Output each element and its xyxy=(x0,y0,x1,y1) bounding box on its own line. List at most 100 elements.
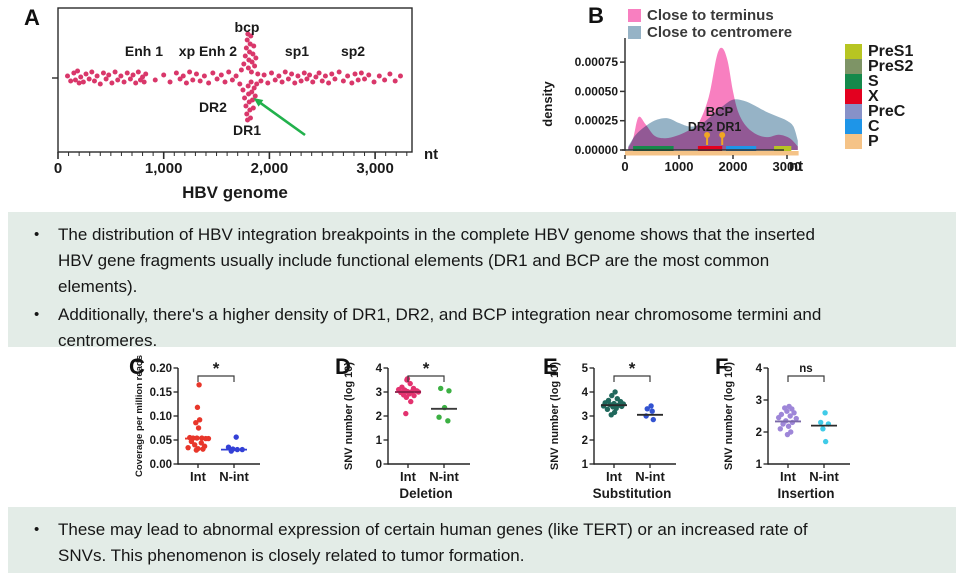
data-point xyxy=(791,410,797,416)
y-tick-label: 2 xyxy=(376,411,382,423)
x-axis-title: HBV genome xyxy=(182,183,288,202)
breakpoint-dot xyxy=(127,76,133,82)
breakpoint-dot xyxy=(143,71,149,77)
breakpoint-dot xyxy=(319,78,325,84)
gene-track-segment xyxy=(633,146,674,151)
breakpoint-dot xyxy=(121,79,127,85)
genome-element-label: DR2 xyxy=(199,99,227,115)
gene-legend-swatch xyxy=(845,89,862,104)
breakpoint-dot xyxy=(106,72,112,78)
breakpoint-dot xyxy=(340,78,346,84)
breakpoint-dot xyxy=(272,77,278,83)
pointer-arrowhead xyxy=(253,98,264,107)
genome-element-label: bcp xyxy=(235,19,260,35)
breakpoint-dot xyxy=(292,80,298,86)
y-tick-label: 1 xyxy=(376,435,383,447)
breakpoint-dot xyxy=(218,72,224,78)
breakpoint-dot xyxy=(112,69,118,75)
data-point xyxy=(818,419,824,426)
significance-label: * xyxy=(213,359,220,378)
data-point xyxy=(196,382,202,388)
breakpoint-dot xyxy=(244,37,250,43)
breakpoint-dot xyxy=(241,61,247,67)
breakpoint-dot xyxy=(237,81,243,87)
y-tick-label: 0 xyxy=(376,459,382,471)
breakpoint-dot xyxy=(177,76,183,82)
data-point xyxy=(822,438,829,445)
breakpoint-dot xyxy=(193,71,199,77)
panel-label-a: A xyxy=(24,5,40,30)
bullet-item: • Additionally, there's a higher density… xyxy=(28,302,846,354)
breakpoint-dot xyxy=(248,79,254,85)
breakpoint-dot xyxy=(173,70,179,76)
group-label: N-int xyxy=(219,469,249,484)
data-point xyxy=(225,444,232,450)
breakpoint-dot xyxy=(130,72,136,78)
integration-density-area-chart: 0.00000 0.00025 0.00050 0.00075 density 0 1000… xyxy=(540,7,913,175)
gene-legend-label: PreS2 xyxy=(868,58,913,75)
data-point xyxy=(194,404,201,411)
breakpoint-dot xyxy=(244,111,250,117)
y-tick-label: 0.00000 xyxy=(575,143,619,157)
breakpoint-dot xyxy=(253,55,259,61)
breakpoint-dot xyxy=(355,77,361,83)
x-tick-label: 1000 xyxy=(665,159,694,174)
data-point xyxy=(644,406,650,412)
breakpoint-dot xyxy=(313,74,319,80)
gene-legend-swatch xyxy=(845,74,862,89)
breakpoint-dot xyxy=(222,79,228,85)
data-point xyxy=(609,392,615,399)
breakpoint-dot xyxy=(109,80,115,86)
legend-label: Close to centromere xyxy=(647,24,792,41)
breakpoint-dot xyxy=(258,78,264,84)
genome-element-label: sp1 xyxy=(285,43,309,59)
gene-legend-label: S xyxy=(868,73,879,90)
dr-marker-head xyxy=(719,132,726,138)
data-point xyxy=(822,410,828,416)
data-point xyxy=(789,419,796,426)
data-point xyxy=(193,447,200,453)
breakpoint-dot xyxy=(251,85,257,91)
gene-track-segment xyxy=(774,146,792,151)
breakpoint-dot xyxy=(307,72,313,78)
legend-swatch xyxy=(628,26,641,39)
gene-legend-label: PreS1 xyxy=(868,43,913,60)
breakpoint-dot xyxy=(250,105,256,111)
breakpoint-dot xyxy=(91,78,97,84)
gene-legend-label: C xyxy=(868,118,880,135)
genome-element-label: sp2 xyxy=(341,43,365,59)
significance-bracket xyxy=(407,375,445,382)
breakpoint-dot xyxy=(249,89,255,95)
breakpoint-dot xyxy=(229,77,235,83)
breakpoint-dot xyxy=(197,78,203,84)
x-tick-label: 3000 xyxy=(773,159,802,174)
breakpoint-dot xyxy=(362,76,368,82)
data-point xyxy=(436,414,442,420)
y-tick-label: 4 xyxy=(376,363,383,375)
bullet-text: The distribution of HBV integration brea… xyxy=(58,225,815,296)
breakpoint-dot xyxy=(133,80,139,86)
breakpoint-dot xyxy=(349,80,355,86)
data-point xyxy=(608,412,614,418)
density-area xyxy=(628,47,798,150)
breakpoint-dot xyxy=(187,69,193,75)
x-tick-label: 0 xyxy=(621,159,628,174)
data-point xyxy=(612,389,618,395)
x-tick-label: 1,000 xyxy=(145,160,183,177)
data-point xyxy=(185,444,191,451)
snv-insertion-strip-plot: 1 2 3 4 SNV number (log 10) Int N-int Insertion… xyxy=(723,362,850,501)
gene-legend-swatch xyxy=(845,119,862,134)
breakpoint-dot xyxy=(329,71,335,77)
breakpoint-dot xyxy=(279,79,285,85)
breakpoint-dot xyxy=(336,69,342,75)
group-label: N-int xyxy=(635,469,665,484)
data-point xyxy=(784,431,791,438)
significance-label: * xyxy=(423,359,430,378)
breakpoint-dot xyxy=(397,73,403,79)
bullet-text: These may lead to abnormal expression of… xyxy=(58,520,808,565)
data-point xyxy=(193,420,199,426)
breakpoint-dot xyxy=(247,115,253,121)
y-axis-title: SNV number (log 10) xyxy=(343,362,355,471)
genome-element-label: Enh 1 xyxy=(125,43,163,59)
breakpoint-dot xyxy=(72,77,78,83)
